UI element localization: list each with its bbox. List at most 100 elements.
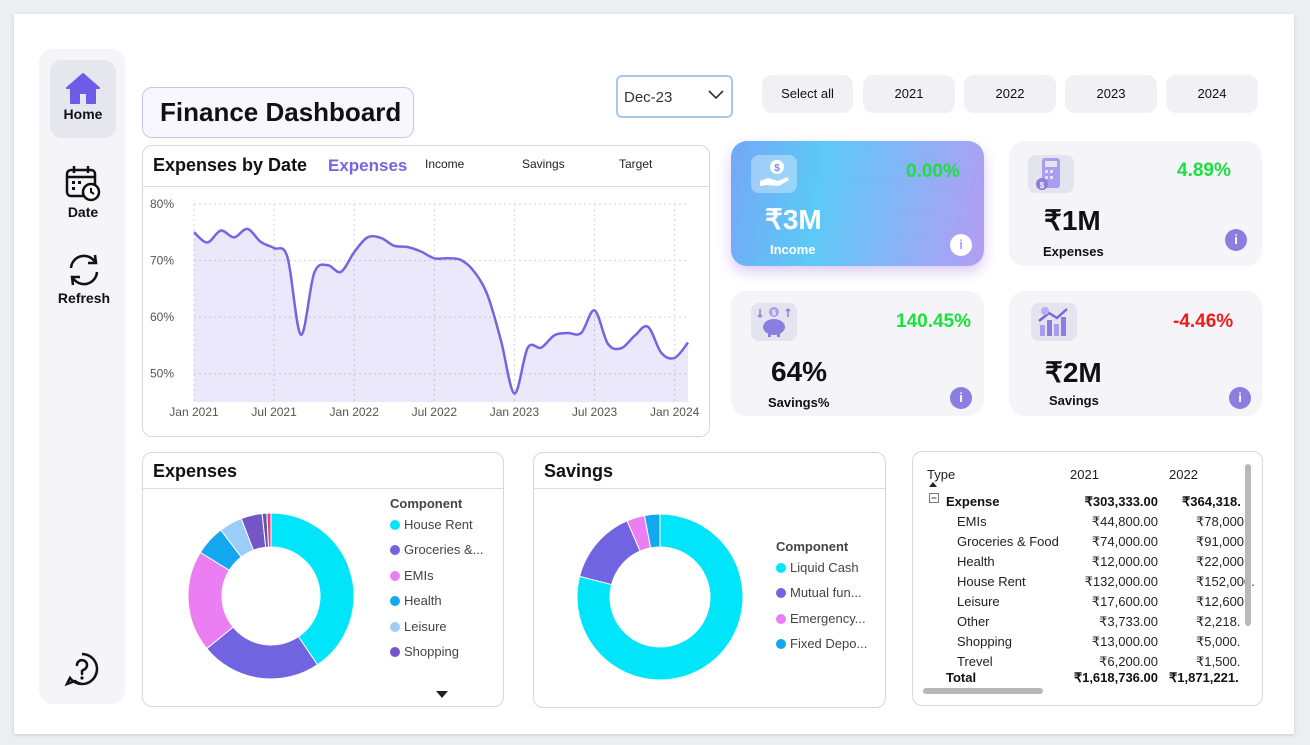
help-button[interactable]	[64, 651, 100, 687]
expenses-info-button[interactable]: i	[1225, 229, 1247, 251]
nav-refresh-button[interactable]: Refresh	[48, 240, 120, 318]
legend-item[interactable]: Mutual fun...	[776, 585, 881, 610]
year-2021-button[interactable]: 2021	[863, 75, 955, 113]
table-row-2022: ₹22,000.	[1196, 554, 1248, 569]
data-point[interactable]	[669, 352, 681, 364]
tab-target[interactable]: Target	[619, 157, 653, 171]
data-point[interactable]	[642, 321, 654, 333]
data-point[interactable]	[655, 347, 667, 359]
savings-info-button[interactable]: i	[1229, 387, 1251, 409]
data-point[interactable]	[335, 266, 347, 278]
data-point[interactable]	[495, 335, 507, 347]
data-point[interactable]	[201, 236, 213, 248]
legend-item[interactable]: Liquid Cash	[776, 560, 881, 585]
calendar-clock-icon	[65, 166, 101, 202]
data-point[interactable]	[629, 330, 641, 342]
collapse-icon[interactable]	[929, 493, 939, 503]
panel-divider	[534, 488, 885, 489]
savings-pct-info-button[interactable]: i	[950, 387, 972, 409]
nav-home-button[interactable]: Home	[50, 60, 116, 138]
data-point[interactable]	[268, 242, 280, 254]
vertical-scrollbar[interactable]	[1245, 464, 1251, 626]
data-point[interactable]	[322, 259, 334, 271]
data-point[interactable]	[308, 267, 320, 279]
month-dropdown[interactable]: Dec-23	[616, 75, 733, 118]
data-point[interactable]	[415, 246, 427, 258]
data-point[interactable]	[535, 342, 547, 354]
year-2022-button[interactable]: 2022	[964, 75, 1056, 113]
data-point[interactable]	[281, 251, 293, 263]
table-header-type[interactable]: Type	[927, 467, 956, 482]
data-point[interactable]	[188, 226, 200, 238]
expenses-donut-chart	[187, 512, 355, 680]
data-point[interactable]	[575, 327, 587, 339]
horizontal-scrollbar[interactable]	[923, 688, 1043, 694]
legend-scroll-down-button[interactable]	[436, 686, 448, 704]
year-2024-button[interactable]: 2024	[1166, 75, 1258, 113]
select-all-button[interactable]: Select all	[762, 75, 853, 113]
data-point[interactable]	[602, 338, 614, 350]
income-info-button[interactable]: i	[950, 234, 972, 256]
sort-asc-icon	[929, 482, 937, 487]
donut-slice-trevel[interactable]	[266, 512, 272, 548]
data-point[interactable]	[562, 327, 574, 339]
help-icon	[64, 652, 99, 687]
tab-expenses[interactable]: Expenses	[328, 156, 408, 175]
legend-item[interactable]: Leisure	[390, 619, 500, 644]
table-row-label: Other	[957, 614, 990, 629]
data-point[interactable]	[508, 388, 520, 400]
legend-item[interactable]: House Rent	[390, 517, 500, 542]
data-point[interactable]	[241, 223, 253, 235]
data-point[interactable]	[402, 241, 414, 253]
legend-item[interactable]: Fixed Depo...	[776, 636, 881, 661]
savings-donut-chart	[576, 513, 744, 681]
tab-income[interactable]: Income	[425, 157, 465, 171]
savings-pct-pct: 140.45%	[896, 311, 972, 332]
donut-slice-liquid-cash[interactable]	[576, 513, 744, 681]
data-point[interactable]	[455, 254, 467, 266]
legend-item[interactable]: Emergency...	[776, 611, 881, 636]
savings-label: Savings	[1049, 393, 1099, 408]
data-point[interactable]	[548, 329, 560, 341]
page-title: Finance Dashboard	[142, 87, 414, 138]
data-point[interactable]	[388, 240, 400, 252]
table-row-2021: ₹13,000.00	[1091, 634, 1158, 649]
data-point[interactable]	[228, 231, 240, 243]
legend-item[interactable]: Groceries &...	[390, 542, 500, 567]
legend-item[interactable]: EMIs	[390, 568, 500, 593]
data-point[interactable]	[428, 252, 440, 264]
data-point[interactable]	[255, 236, 267, 248]
tab-savings[interactable]: Savings	[522, 157, 565, 171]
svg-text:$: $	[772, 310, 776, 317]
income-pct: 0.00%	[906, 161, 960, 182]
legend-item[interactable]: Shopping	[390, 644, 500, 669]
table-row-label: Groceries & Food	[957, 534, 1059, 549]
data-point[interactable]	[482, 290, 494, 302]
expenses-value: ₹1M	[1044, 205, 1101, 236]
data-point[interactable]	[215, 225, 227, 237]
table-header-2021[interactable]: 2021	[1070, 467, 1099, 482]
year-2023-button[interactable]: 2023	[1065, 75, 1157, 113]
table-header-2022[interactable]: 2022	[1169, 467, 1198, 482]
x-tick-label: Jul 2021	[251, 405, 297, 419]
table-row-2022: ₹152,000.	[1196, 574, 1255, 589]
kpi-income-card: $ 0.00% ₹3M Income i	[731, 141, 984, 266]
data-point[interactable]	[442, 252, 454, 264]
table-row-2022: ₹1,500.	[1196, 654, 1241, 669]
donut-slice-fixed-depo[interactable]	[643, 513, 661, 549]
data-point[interactable]	[295, 329, 307, 341]
data-point[interactable]	[615, 342, 627, 354]
data-point[interactable]	[682, 337, 694, 349]
x-tick-label: Jan 2024	[650, 405, 700, 419]
data-point[interactable]	[362, 231, 374, 243]
legend-item[interactable]: Health	[390, 593, 500, 618]
data-point[interactable]	[348, 246, 360, 258]
donut-slice-house-rent[interactable]	[270, 512, 355, 666]
data-point[interactable]	[589, 304, 601, 316]
x-tick-label: Jan 2022	[330, 405, 380, 419]
data-point[interactable]	[522, 342, 534, 354]
chevron-down-icon	[708, 90, 724, 100]
data-point[interactable]	[375, 232, 387, 244]
data-point[interactable]	[468, 266, 480, 278]
nav-date-button[interactable]: Date	[50, 152, 116, 230]
